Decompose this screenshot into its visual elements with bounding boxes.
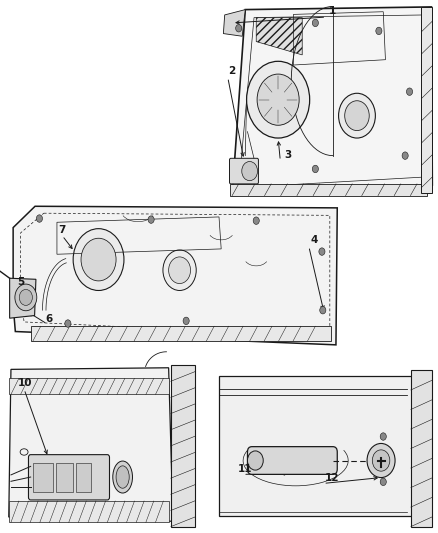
- Circle shape: [406, 88, 413, 95]
- Circle shape: [257, 74, 299, 125]
- Bar: [56, 463, 73, 492]
- Text: 11: 11: [237, 464, 252, 474]
- Bar: [230, 184, 427, 196]
- Circle shape: [376, 27, 382, 35]
- Circle shape: [183, 317, 189, 325]
- Polygon shape: [9, 368, 173, 521]
- Polygon shape: [256, 18, 302, 55]
- Circle shape: [247, 61, 310, 138]
- FancyBboxPatch shape: [230, 158, 258, 184]
- Circle shape: [339, 93, 375, 138]
- Circle shape: [73, 229, 124, 290]
- Text: 5: 5: [18, 277, 25, 287]
- Text: 2: 2: [228, 66, 235, 76]
- Circle shape: [148, 216, 154, 223]
- Ellipse shape: [113, 461, 132, 493]
- Text: 12: 12: [325, 473, 339, 483]
- Bar: [76, 463, 91, 492]
- Bar: [33, 463, 53, 492]
- Circle shape: [380, 433, 386, 440]
- Text: 4: 4: [311, 235, 318, 245]
- Circle shape: [15, 284, 37, 311]
- FancyBboxPatch shape: [28, 455, 110, 500]
- Circle shape: [312, 165, 318, 173]
- Bar: [171, 365, 195, 527]
- Circle shape: [312, 19, 318, 27]
- Text: 10: 10: [18, 378, 32, 388]
- Text: 1: 1: [328, 6, 336, 16]
- Circle shape: [372, 450, 390, 471]
- Ellipse shape: [116, 466, 129, 488]
- FancyBboxPatch shape: [247, 447, 337, 474]
- Text: 7: 7: [58, 224, 65, 235]
- Circle shape: [242, 161, 258, 181]
- Circle shape: [81, 238, 116, 281]
- Bar: [9, 378, 169, 394]
- Circle shape: [247, 451, 263, 470]
- Circle shape: [319, 248, 325, 255]
- Circle shape: [402, 152, 408, 159]
- Circle shape: [345, 101, 369, 131]
- Bar: [421, 7, 432, 193]
- Bar: [219, 376, 412, 516]
- Bar: [9, 501, 169, 522]
- Circle shape: [163, 250, 196, 290]
- Circle shape: [236, 25, 242, 32]
- Polygon shape: [13, 206, 337, 345]
- Circle shape: [169, 257, 191, 284]
- Circle shape: [36, 215, 42, 222]
- Text: 6: 6: [45, 314, 53, 324]
- Polygon shape: [223, 10, 245, 36]
- Circle shape: [65, 320, 71, 327]
- Bar: [31, 326, 331, 341]
- Circle shape: [253, 217, 259, 224]
- Circle shape: [320, 306, 326, 314]
- Text: 3: 3: [284, 150, 291, 160]
- Circle shape: [19, 289, 32, 305]
- Circle shape: [380, 478, 386, 486]
- Polygon shape: [232, 7, 432, 196]
- Polygon shape: [10, 278, 36, 318]
- Bar: [411, 370, 432, 527]
- Circle shape: [367, 443, 395, 478]
